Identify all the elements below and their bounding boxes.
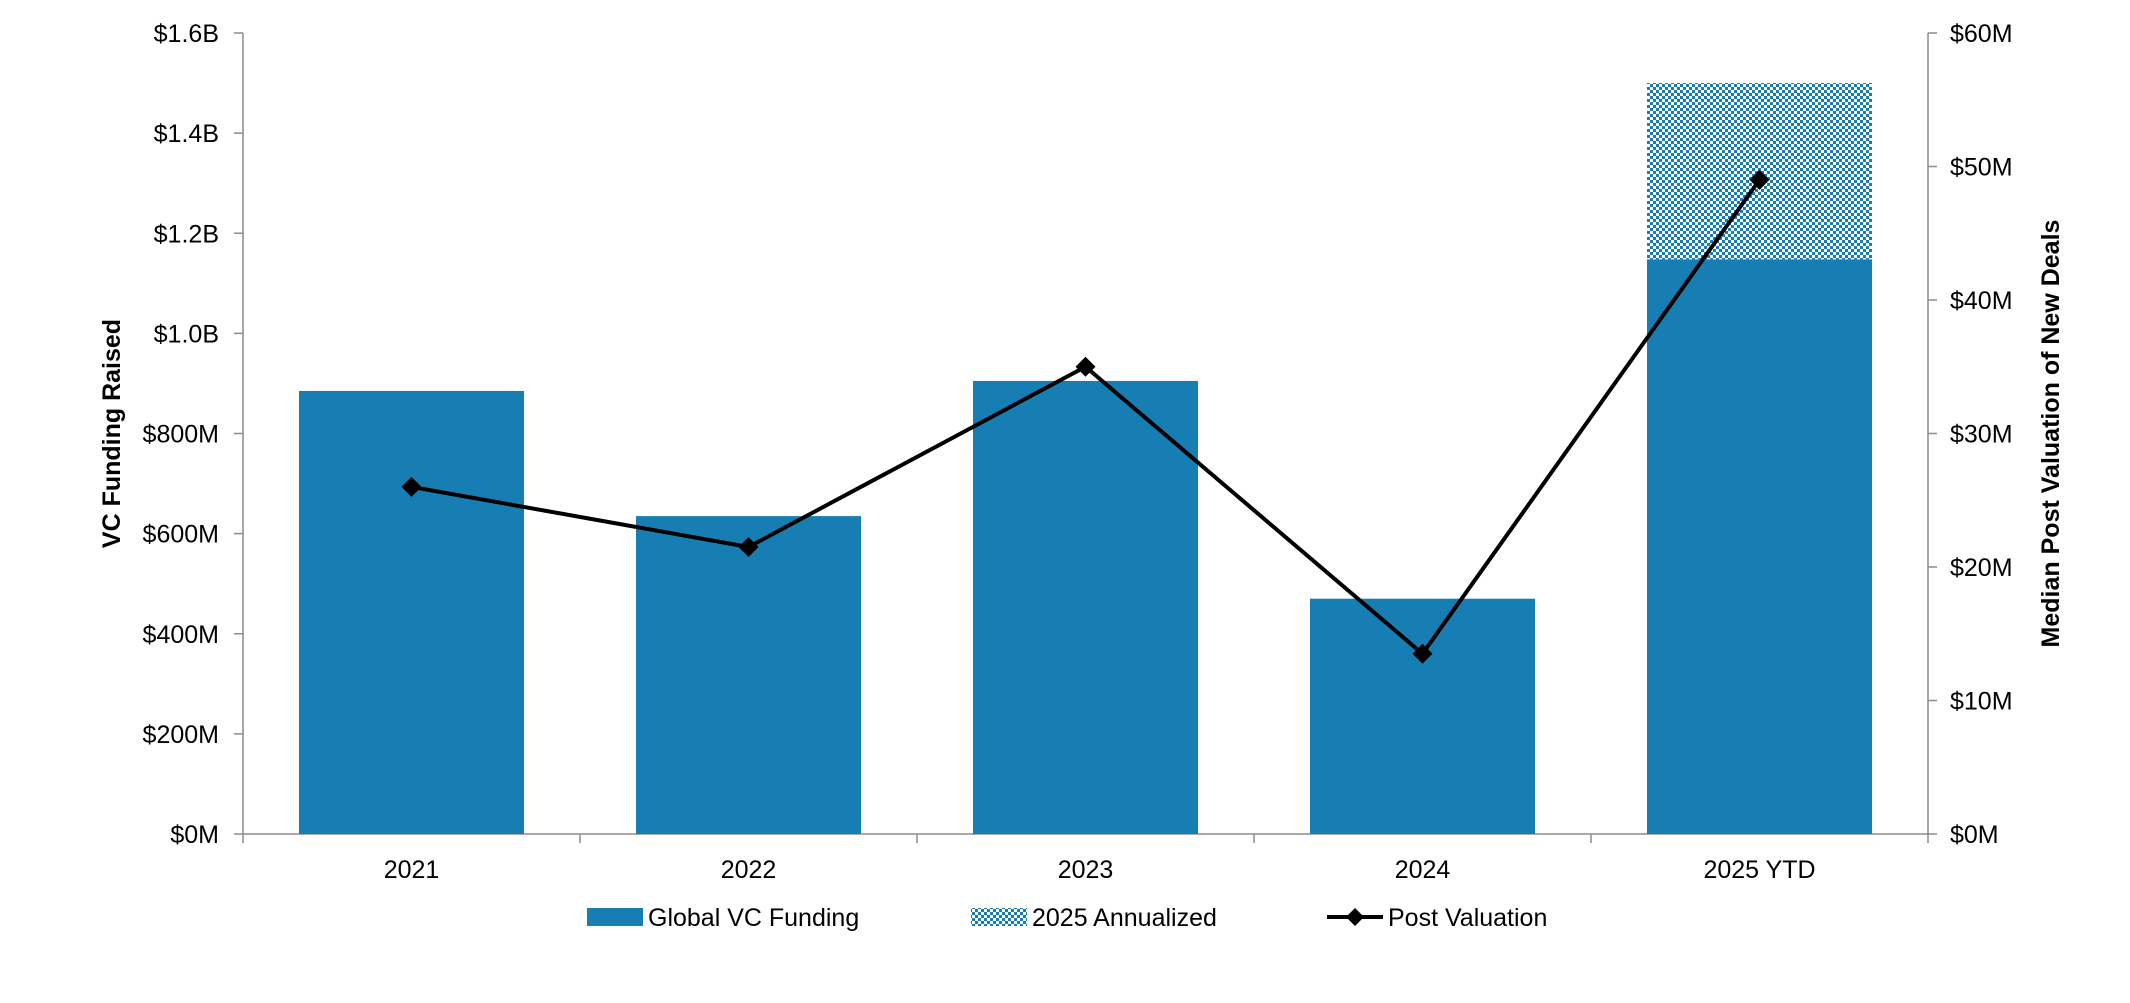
left-tick-label: $0M <box>170 821 219 849</box>
legend-label-global-vc-funding: Global VC Funding <box>648 904 859 932</box>
bar-global-vc-funding <box>636 516 861 834</box>
x-tick-label: 2023 <box>1058 856 1114 884</box>
legend-swatch-global-vc-funding <box>587 908 643 926</box>
right-tick-label: $60M <box>1950 20 2013 48</box>
right-tick-label: $20M <box>1950 554 2013 582</box>
left-tick-label: $800M <box>143 421 219 449</box>
legend: Global VC Funding 2025 Annualized Post Val… <box>587 904 1547 932</box>
bar-global-vc-funding <box>1647 259 1872 835</box>
left-tick-label: $1.6B <box>154 20 219 48</box>
post-valuation-marker <box>1749 169 1770 190</box>
right-tick-label: $30M <box>1950 421 2013 449</box>
x-tick-label: 2022 <box>721 856 777 884</box>
legend-swatch-2025-annualized <box>971 908 1027 926</box>
right-axis-title: Median Post Valuation of New Deals <box>2037 220 2065 648</box>
right-tick-label: $50M <box>1950 154 2013 182</box>
x-tick-label: 2024 <box>1395 856 1451 884</box>
left-tick-label: $200M <box>143 721 219 749</box>
left-tick-label: $1.4B <box>154 120 219 148</box>
left-axis-title: VC Funding Raised <box>98 319 126 548</box>
bar-global-vc-funding <box>299 390 524 834</box>
left-tick-label: $400M <box>143 621 219 649</box>
line-layer <box>401 169 1770 664</box>
right-tick-label: $10M <box>1950 688 2013 716</box>
right-tick-label: $40M <box>1950 287 2013 315</box>
post-valuation-marker <box>401 476 422 497</box>
legend-marker-post-valuation <box>1346 908 1364 926</box>
left-tick-label: $1.0B <box>154 320 219 348</box>
x-tick-label: 2025 YTD <box>1703 856 1815 884</box>
labels-layer: $0M $200M $400M $600M $800M $1.0B $1.2B $1.4B $1… <box>98 20 2065 884</box>
post-valuation-marker <box>1075 356 1096 377</box>
legend-label-2025-annualized: 2025 Annualized <box>1032 904 1217 932</box>
bar-global-vc-funding <box>973 380 1198 834</box>
post-valuation-marker <box>738 536 759 557</box>
x-tick-label: 2021 <box>384 856 440 884</box>
post-valuation-marker <box>1412 643 1433 664</box>
bars-layer <box>299 83 1872 835</box>
right-tick-label: $0M <box>1950 821 1999 849</box>
legend-label-post-valuation: Post Valuation <box>1388 904 1547 932</box>
left-tick-label: $1.2B <box>154 220 219 248</box>
left-tick-label: $600M <box>143 521 219 549</box>
bar-global-vc-funding <box>1310 598 1535 834</box>
